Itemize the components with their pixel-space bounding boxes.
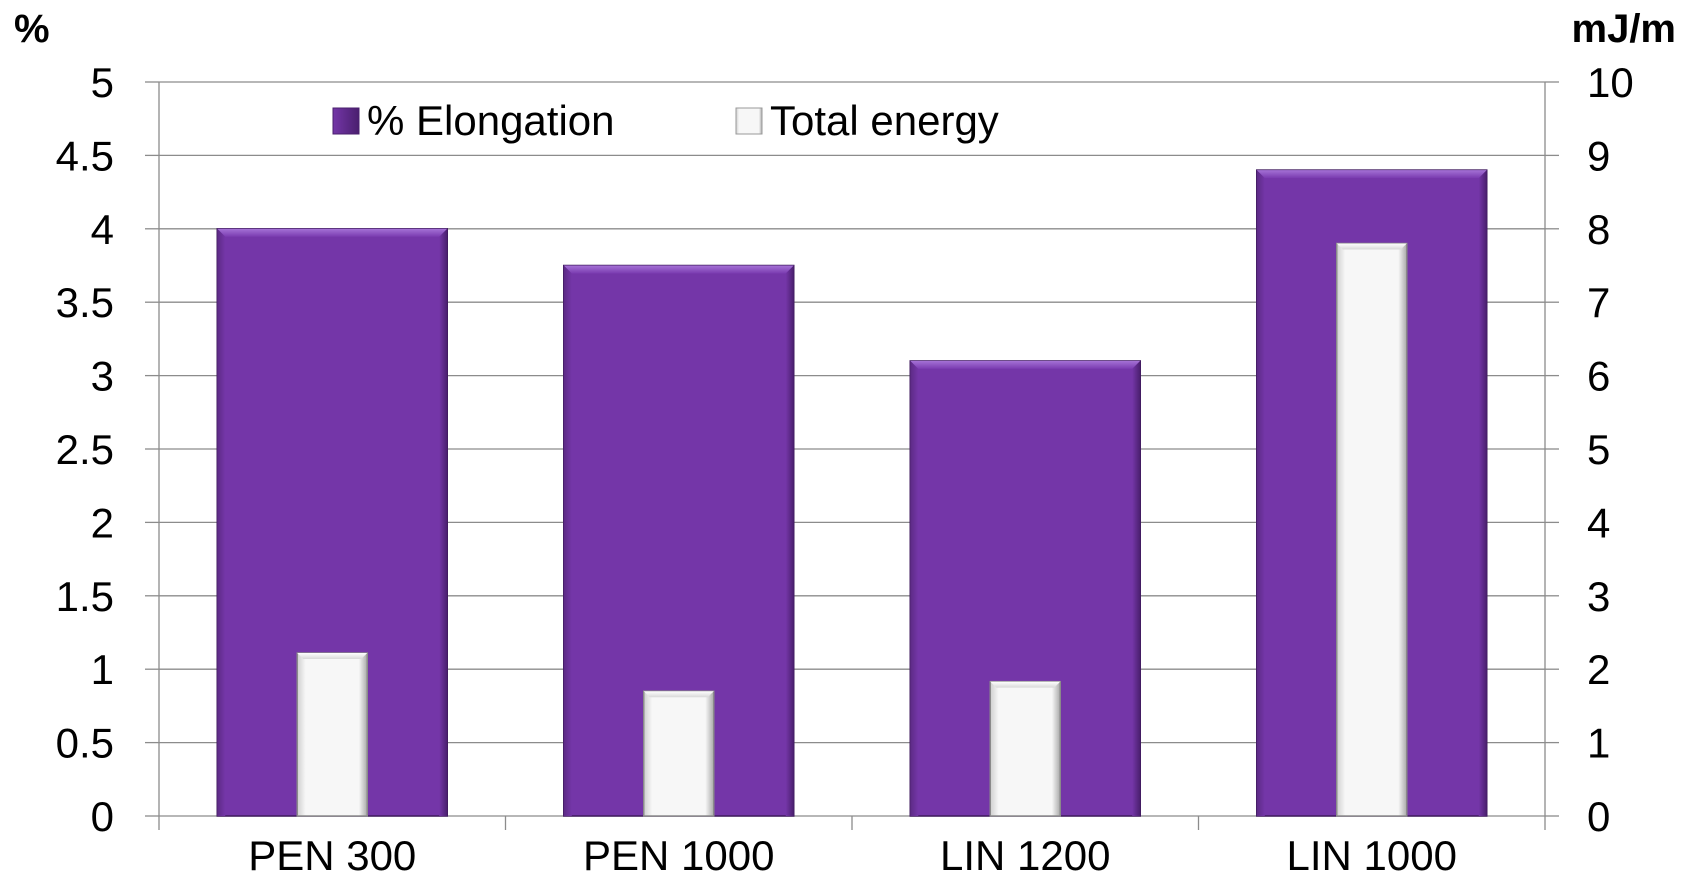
y-tick-label: 2 <box>91 499 114 546</box>
bar-elongation-bevel-top <box>1256 170 1487 179</box>
y2-tick-label: 6 <box>1587 353 1610 400</box>
bar-total-energy-bevel-top <box>990 681 1061 688</box>
y-tick-label: 4.5 <box>56 132 114 179</box>
y-tick-label: 1.5 <box>56 573 114 620</box>
bar-elongation-bevel-right <box>439 228 448 817</box>
y2-axis-title: mJ/m <box>1572 7 1677 51</box>
x-category-label: LIN 1000 <box>1287 832 1457 879</box>
bar-total-energy-bevel-top <box>1336 243 1407 250</box>
category-labels: PEN 300 PEN 1000 LIN 1200 LIN 1000 <box>248 832 1457 879</box>
bar-elongation-bevel-left <box>563 265 572 816</box>
bar-total-energy-body <box>1336 242 1408 817</box>
bar-elongation-bevel-right <box>1478 170 1487 816</box>
legend-item-total-energy: Total energy <box>735 97 999 144</box>
legend-label-total-energy: Total energy <box>770 97 999 144</box>
y2-tick-label: 3 <box>1587 573 1610 620</box>
bar-elongation-bevel-left <box>910 360 919 816</box>
y2-tick-label: 0 <box>1587 793 1610 840</box>
y-tick-label: 0.5 <box>56 720 114 767</box>
x-category-label: LIN 1200 <box>940 832 1110 879</box>
bar-elongation-bevel-top <box>217 228 448 237</box>
x-category-label: PEN 1000 <box>583 832 774 879</box>
bar-elongation-bevel-left <box>217 228 226 817</box>
tick-labels: 0 0.5 1 1.5 2 2.5 3 3.5 4 4.5 5 0 1 2 3 4 5 6 7 8 9 10 <box>56 59 1634 840</box>
bar-total-energy-bevel-top <box>297 653 368 660</box>
legend-item-elongation: % Elongation <box>332 97 615 144</box>
y-tick-label: 5 <box>91 59 114 106</box>
bar-elongation-bevel-left <box>1256 170 1265 816</box>
bar-total-energy-body <box>643 690 715 817</box>
y-tick-label: 2.5 <box>56 426 114 473</box>
y2-tick-label: 1 <box>1587 720 1610 767</box>
legend: % Elongation Total energy <box>332 97 999 144</box>
bar-elongation-bevel-right <box>785 265 794 816</box>
y2-tick-label: 5 <box>1587 426 1610 473</box>
bar-total-energy-body <box>296 652 368 817</box>
y2-tick-label: 9 <box>1587 132 1610 179</box>
y2-tick-label: 7 <box>1587 279 1610 326</box>
bar-total-energy-body <box>989 680 1061 817</box>
y2-tick-label: 10 <box>1587 59 1634 106</box>
bar-total-energy-bevel-top <box>643 691 714 698</box>
y-tick-label: 1 <box>91 646 114 693</box>
bars <box>216 169 1488 817</box>
bar-elongation-bevel-top <box>910 360 1141 369</box>
y-tick-label: 0 <box>91 793 114 840</box>
y-axis-title: % <box>14 7 50 51</box>
legend-swatch-elongation <box>332 107 360 135</box>
y-tick-label: 3.5 <box>56 279 114 326</box>
legend-swatch-total-energy <box>735 107 763 135</box>
bar-elongation-bevel-top <box>563 265 794 274</box>
bar-total-energy <box>989 680 1061 817</box>
bar-total-energy <box>296 652 368 817</box>
y-tick-label: 3 <box>91 353 114 400</box>
x-category-label: PEN 300 <box>248 832 416 879</box>
y2-tick-label: 8 <box>1587 206 1610 253</box>
bar-elongation-bevel-right <box>1132 360 1141 816</box>
y-tick-label: 4 <box>91 206 114 253</box>
bar-total-energy <box>1336 242 1408 817</box>
bar-total-energy <box>643 690 715 817</box>
y2-tick-label: 2 <box>1587 646 1610 693</box>
legend-label-elongation: % Elongation <box>367 97 615 144</box>
y2-tick-label: 4 <box>1587 499 1610 546</box>
